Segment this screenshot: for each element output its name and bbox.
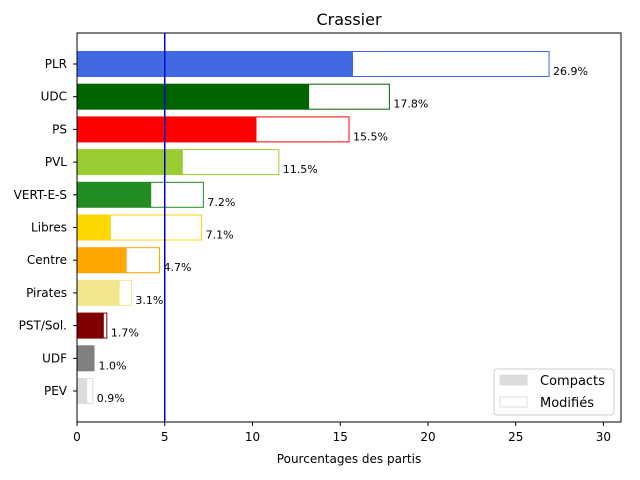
bar-modifies-pev [86, 378, 94, 404]
bar-compacts-udf [77, 345, 95, 372]
y-axis-ticks: PLR UDC PS PVL VERT-E-S Libres Centre Pirates PS… [14, 57, 77, 398]
bar-modifies-vert-e-s [150, 181, 204, 208]
y-tick-label-vert-e-s: VERT-E-S [14, 188, 67, 202]
y-tick-label-centre: Centre [27, 253, 67, 267]
legend-label-compacts: Compacts [540, 374, 605, 389]
data-label-centre: 4.7% [163, 261, 191, 274]
data-label-libres: 7.1% [206, 229, 234, 242]
data-label-pst-sol: 1.7% [111, 327, 139, 340]
y-tick-label-ps: PS [52, 122, 67, 136]
y-tick-label-pev: PEV [44, 384, 68, 398]
legend-label-modifies: Modifiés [540, 396, 594, 411]
bar-compacts-pst-sol [77, 312, 104, 339]
bar-compacts-pev [77, 378, 87, 404]
data-label-vert-e-s: 7.2% [207, 196, 235, 209]
bar-modifies-pirates [118, 279, 132, 306]
data-label-pirates: 3.1% [135, 294, 163, 307]
y-tick-label-udf: UDF [42, 351, 67, 365]
y-tick-label-plr: PLR [45, 57, 67, 71]
bar-compacts-libres [77, 214, 111, 241]
x-tick-label-30: 30 [596, 430, 611, 444]
data-label-ps: 15.5% [353, 130, 388, 143]
y-tick-label-libres: Libres [31, 221, 67, 235]
chart-title: Crassier [316, 10, 382, 29]
bar-compacts-pvl [77, 149, 183, 176]
x-tick-label-25: 25 [508, 430, 523, 444]
plot-frame [76, 32, 622, 423]
data-label-udc: 17.8% [393, 98, 428, 111]
data-label-pev: 0.9% [97, 392, 125, 405]
bar-compacts-centre [77, 247, 127, 274]
x-tick-label-15: 15 [333, 430, 348, 444]
bar-compacts-vert-e-s [77, 181, 151, 208]
y-tick-label-pirates: Pirates [26, 286, 67, 300]
bar-modifies-plr [352, 51, 550, 77]
bar-modifies-udc [308, 83, 390, 110]
bar-modifies-pst-sol [102, 312, 108, 339]
bars-layer: 26.9% 17.8% 15.5% 11.5% 7.2% 7.1% 4.7% 3.1% 1.7%… [77, 51, 588, 405]
x-axis-ticks: 0 5 10 15 20 25 30 [73, 422, 611, 444]
bar-compacts-udc [77, 83, 309, 110]
bar-modifies-pvl [181, 149, 280, 176]
y-tick-label-pst-sol: PST/Sol. [19, 319, 67, 333]
bar-compacts-ps [77, 116, 256, 143]
x-axis-label: Pourcentages des partis [277, 452, 421, 466]
x-tick-label-10: 10 [245, 430, 260, 444]
legend-swatch-modifies [499, 396, 528, 408]
x-tick-label-0: 0 [73, 430, 81, 444]
bar-modifies-centre [125, 247, 160, 274]
data-label-pvl: 11.5% [283, 163, 318, 176]
legend-swatch-compacts [499, 374, 528, 386]
legend: Compacts Modifiés [493, 368, 615, 416]
x-tick-label-20: 20 [420, 430, 435, 444]
bar-modifies-ps [255, 116, 350, 143]
y-tick-label-udc: UDC [41, 90, 67, 104]
y-tick-label-pvl: PVL [45, 155, 67, 169]
data-label-udf: 1.0% [99, 359, 127, 372]
bar-compacts-pirates [77, 279, 120, 306]
x-tick-label-5: 5 [161, 430, 169, 444]
bar-modifies-libres [109, 214, 203, 241]
data-label-plr: 26.9% [553, 65, 588, 78]
bar-compacts-plr [77, 51, 353, 77]
